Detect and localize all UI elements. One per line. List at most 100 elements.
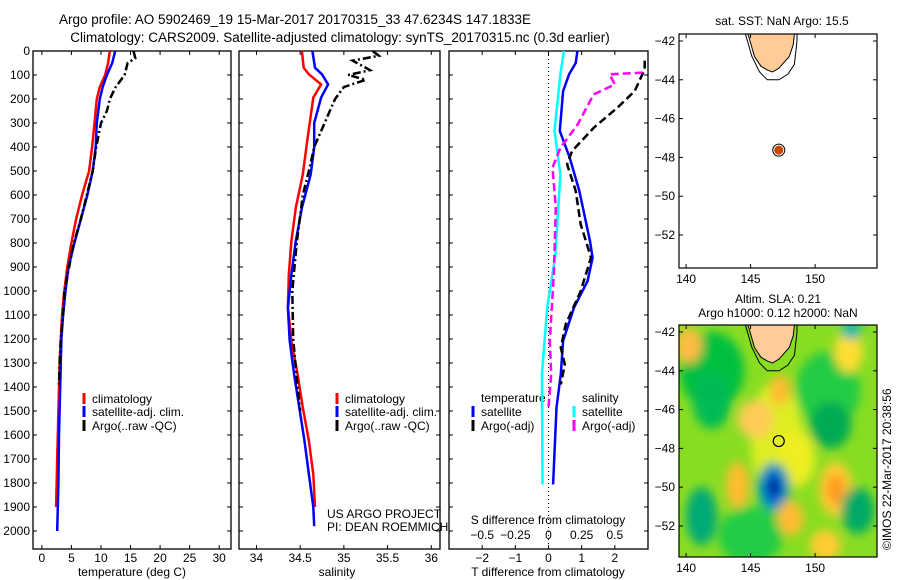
diff-legend-title-salinity: salinity bbox=[582, 391, 619, 405]
depth-tick-label: 1800 bbox=[3, 476, 30, 490]
map-area-sla-map bbox=[679, 325, 877, 557]
sla-anomaly bbox=[726, 461, 750, 509]
map-frame-sla-map bbox=[678, 324, 878, 558]
diff-legend-title-temperature: temperature bbox=[481, 391, 546, 405]
sla-anomaly bbox=[809, 529, 841, 557]
series-line-temperature-0 bbox=[54, 50, 112, 508]
lon-tick-label: 145 bbox=[741, 561, 761, 575]
series-line-salinity-2 bbox=[291, 50, 382, 412]
lat-tick-label: −44 bbox=[655, 73, 676, 87]
x-tick-label: 5 bbox=[68, 551, 75, 565]
x-tick-label: 34.5 bbox=[288, 551, 312, 565]
sla-anomaly bbox=[826, 473, 845, 505]
x-tick-label: 34 bbox=[250, 551, 264, 565]
lat-tick-label: −48 bbox=[655, 441, 676, 455]
lat-tick-label: −42 bbox=[655, 34, 676, 48]
s-diff-tick-label: 0.5 bbox=[606, 528, 623, 542]
series-line-salinity-0 bbox=[286, 50, 323, 508]
sla-anomaly bbox=[769, 374, 791, 406]
location-map-title: sat. SST: NaN Argo: 15.5 bbox=[715, 14, 849, 28]
diff-legend-s-argo: Argo(-adj) bbox=[582, 419, 635, 433]
lat-tick-label: −52 bbox=[655, 228, 676, 242]
lon-tick-label: 150 bbox=[805, 561, 825, 575]
diff-legend-t-satellite: satellite bbox=[481, 405, 522, 419]
tasmania-land bbox=[747, 325, 795, 364]
depth-tick-label: 1500 bbox=[3, 404, 30, 418]
lon-tick-label: 140 bbox=[676, 272, 696, 286]
depth-tick-label: 1200 bbox=[3, 332, 30, 346]
depth-tick-label: 1300 bbox=[3, 356, 30, 370]
depth-tick-label: 1900 bbox=[3, 500, 30, 514]
depth-tick-label: 200 bbox=[10, 92, 30, 106]
depth-tick-label: 1700 bbox=[3, 452, 30, 466]
x-tick-label: 15 bbox=[124, 551, 138, 565]
series-line-diff-3 bbox=[547, 71, 643, 408]
x-tick-label: 2 bbox=[611, 551, 618, 565]
s-diff-tick-label: −0.5 bbox=[470, 528, 494, 542]
lat-tick-label: −44 bbox=[655, 364, 676, 378]
depth-tick-label: 300 bbox=[10, 116, 30, 130]
lon-tick-label: 145 bbox=[741, 272, 761, 286]
float-location-marker bbox=[772, 434, 785, 448]
temperature-xlabel: temperature (deg C) bbox=[78, 565, 186, 579]
lat-tick-label: −52 bbox=[655, 519, 676, 533]
plot-frame-salinity bbox=[238, 50, 441, 550]
sla-anomaly bbox=[737, 399, 774, 439]
depth-tick-label: 800 bbox=[10, 236, 30, 250]
depth-tick-label: 1600 bbox=[3, 428, 30, 442]
x-tick-label: 20 bbox=[153, 551, 167, 565]
sal-legend-climatology: climatology bbox=[345, 392, 405, 406]
depth-tick-label: 1000 bbox=[3, 284, 30, 298]
float-location-marker bbox=[774, 145, 784, 155]
tasmania-land bbox=[747, 34, 795, 73]
figure-title-line2: Climatology: CARS2009. Satellite-adjuste… bbox=[70, 30, 610, 45]
x-tick-label: −2 bbox=[475, 551, 489, 565]
depth-tick-label: 400 bbox=[10, 140, 30, 154]
bathymetry-contour bbox=[744, 34, 798, 81]
plot-frame-temperature bbox=[32, 50, 232, 550]
x-tick-label: 0 bbox=[39, 551, 46, 565]
x-tick-label: 0 bbox=[545, 551, 552, 565]
sla-anomaly bbox=[809, 401, 852, 449]
diff-legend-s-satellite: satellite bbox=[582, 405, 623, 419]
depth-tick-label: 700 bbox=[10, 212, 30, 226]
x-tick-label: 25 bbox=[183, 551, 197, 565]
project-annotation: US ARGO PROJECT bbox=[327, 507, 442, 521]
salinity-xlabel: salinity bbox=[319, 565, 356, 579]
sla-anomaly bbox=[777, 500, 804, 536]
sla-region bbox=[718, 506, 783, 557]
sla-anomaly bbox=[767, 475, 781, 499]
depth-tick-label: 100 bbox=[10, 68, 30, 82]
diff-legend-t-argo: Argo(-adj) bbox=[481, 419, 534, 433]
lat-tick-label: −50 bbox=[655, 480, 676, 494]
depth-tick-label: 1100 bbox=[4, 308, 30, 322]
sla-map-title-line2: Argo h1000: 0.12 h2000: NaN bbox=[698, 306, 857, 320]
series-line-salinity-1 bbox=[286, 50, 330, 527]
s-diff-tick-label: −0.25 bbox=[500, 528, 531, 542]
depth-tick-label: 500 bbox=[10, 164, 30, 178]
lon-tick-label: 150 bbox=[805, 272, 825, 286]
x-tick-label: 10 bbox=[94, 551, 108, 565]
lat-tick-label: −46 bbox=[655, 112, 676, 126]
bathymetry-contour bbox=[744, 325, 798, 372]
map-frame-location-map bbox=[678, 33, 878, 269]
lat-tick-label: −48 bbox=[655, 150, 676, 164]
series-line-temperature-1 bbox=[55, 50, 117, 532]
temp-legend-climatology: climatology bbox=[92, 392, 152, 406]
sla-field bbox=[679, 325, 875, 557]
sla-anomaly bbox=[692, 370, 732, 429]
sla-anomaly bbox=[679, 328, 702, 364]
lat-tick-label: −46 bbox=[655, 403, 676, 417]
temp-legend-argo: Argo(..raw -QC) bbox=[92, 419, 177, 433]
s-diff-tick-label: 0.25 bbox=[570, 528, 594, 542]
x-tick-label: 35 bbox=[337, 551, 351, 565]
depth-tick-label: 0 bbox=[23, 44, 30, 58]
tdiff-xlabel: T difference from climatology bbox=[471, 565, 625, 579]
figure-title-line1: Argo profile: AO 5902469_19 15-Mar-2017 … bbox=[59, 12, 531, 27]
depth-tick-label: 900 bbox=[10, 260, 30, 274]
sla-anomaly bbox=[840, 487, 875, 534]
x-tick-label: 1 bbox=[578, 551, 585, 565]
chart-marks: 0100200300400500600700800900100011001200… bbox=[3, 33, 878, 575]
x-tick-label: 35.5 bbox=[376, 551, 400, 565]
